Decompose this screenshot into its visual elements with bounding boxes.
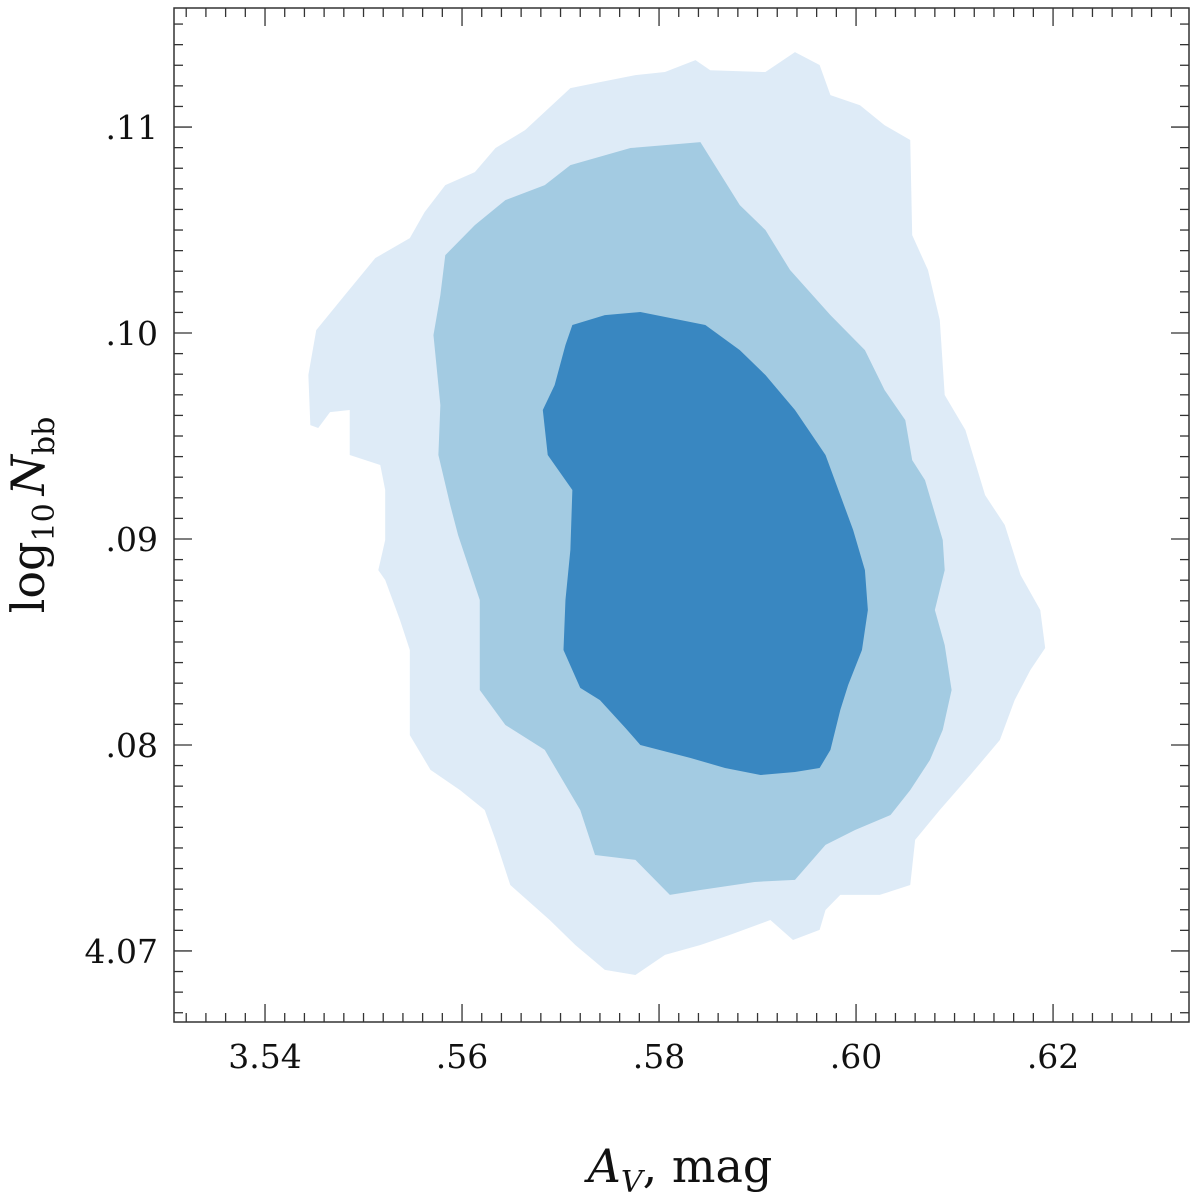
x-tick-label: .62 xyxy=(1027,1037,1079,1076)
axes-frame xyxy=(173,7,1190,1023)
plot-area xyxy=(308,52,1046,976)
x-tick-label: .56 xyxy=(436,1037,488,1076)
x-label-sub: V xyxy=(621,1165,646,1198)
y-axis-label: log10 Nbb xyxy=(1,417,62,614)
y-label-sub: 10 xyxy=(27,503,62,541)
x-tick-label: 3.54 xyxy=(228,1037,301,1076)
y-tick-label: 4.07 xyxy=(85,932,158,971)
contour-region xyxy=(542,312,868,776)
y-tick-label: .08 xyxy=(106,726,158,765)
x-tick-label: .60 xyxy=(830,1037,882,1076)
x-axis-label: AV, mag xyxy=(584,1139,773,1198)
y-label-func: log xyxy=(1,542,55,614)
y-tick-label: .11 xyxy=(106,108,158,147)
x-label-unit: , mag xyxy=(643,1139,773,1193)
y-label-sub2: bb xyxy=(27,417,62,455)
y-label-symbol: N xyxy=(1,453,55,496)
x-tick-label: .58 xyxy=(633,1037,685,1076)
y-tick-label: .09 xyxy=(106,520,158,559)
y-tick-label: .10 xyxy=(106,314,158,353)
x-label-symbol: A xyxy=(584,1139,621,1193)
